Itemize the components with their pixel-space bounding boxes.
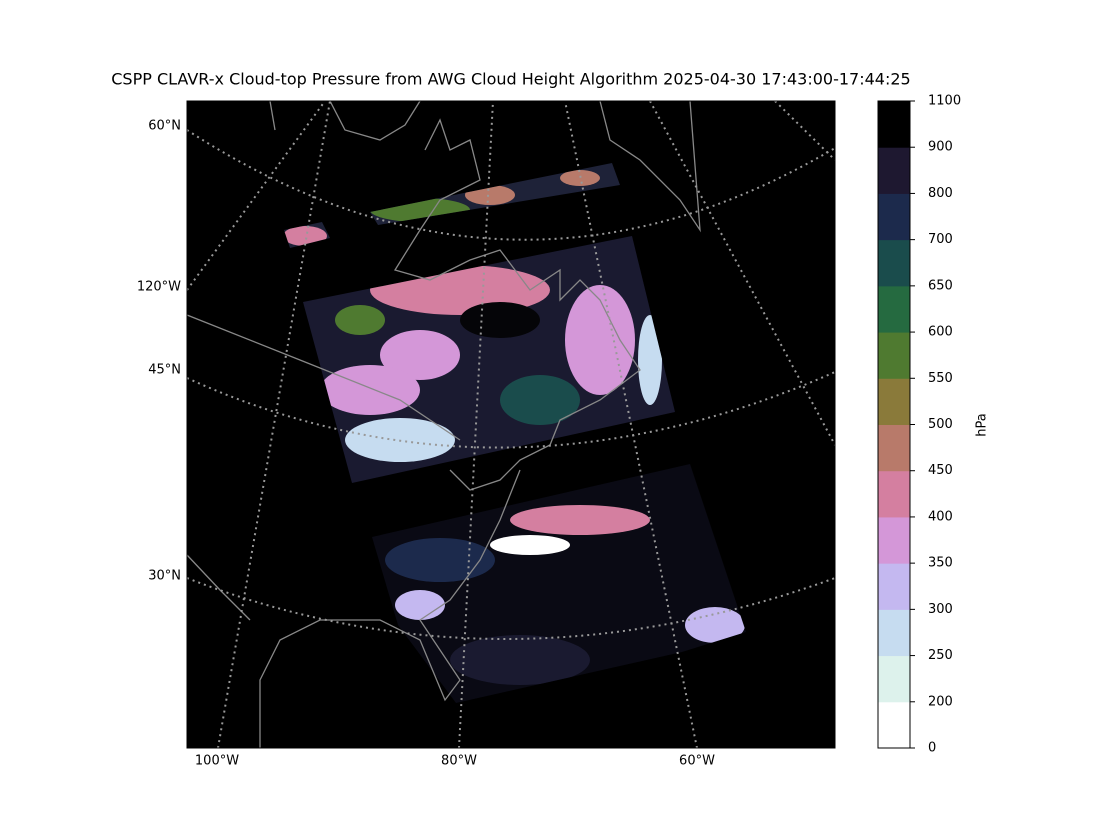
lat-label: 30°N bbox=[148, 569, 181, 584]
colorbar-band bbox=[878, 516, 910, 564]
map-feature bbox=[638, 315, 662, 405]
colorbar-band bbox=[878, 563, 910, 610]
colorbar-band bbox=[878, 655, 910, 703]
colorbar-band bbox=[878, 193, 910, 241]
map-feature bbox=[490, 535, 570, 555]
colorbar-tick-label: 1100 bbox=[928, 94, 961, 109]
colorbar-tick-label: 350 bbox=[928, 556, 953, 571]
lat-label: 45°N bbox=[148, 363, 181, 378]
colorbar-band bbox=[878, 332, 910, 379]
map-feature bbox=[510, 505, 650, 535]
colorbar-tick-label: 300 bbox=[928, 602, 953, 617]
colorbar-tick-label: 0 bbox=[928, 741, 936, 756]
map-feature bbox=[335, 305, 385, 335]
lon-label: 100°W bbox=[195, 754, 239, 769]
map-frame bbox=[186, 100, 836, 749]
coastline bbox=[187, 101, 701, 748]
colorbar-band bbox=[878, 239, 910, 287]
colorbar-tick-label: 400 bbox=[928, 509, 953, 524]
colorbar-band bbox=[878, 424, 910, 472]
colorbar-band bbox=[878, 609, 910, 657]
colorbar-tick-label: 200 bbox=[928, 694, 953, 709]
colorbar-tick-label: 250 bbox=[928, 648, 953, 663]
lat-label: 60°N bbox=[148, 119, 181, 134]
colorbar-tick-label: 700 bbox=[928, 232, 953, 247]
colorbar-tick-label: 650 bbox=[928, 278, 953, 293]
graticule bbox=[564, 101, 698, 748]
lon-label: 80°W bbox=[441, 754, 477, 769]
map-feature bbox=[320, 365, 420, 415]
map-feature bbox=[395, 590, 445, 620]
colorbar: 0 200 250 300 350 400 450 500 550 600 650 700 800 900… bbox=[877, 94, 961, 756]
map bbox=[187, 101, 835, 748]
map-feature bbox=[565, 285, 635, 395]
colorbar-band bbox=[878, 101, 910, 148]
colorbar-label: hPa bbox=[975, 413, 990, 436]
map-feature bbox=[685, 607, 745, 643]
graticule bbox=[649, 101, 835, 446]
colorbar-tick-label: 900 bbox=[928, 140, 953, 155]
colorbar-band bbox=[878, 378, 910, 425]
graticule bbox=[217, 101, 331, 748]
colorbar-tick-label: 550 bbox=[928, 371, 953, 386]
colorbar-tick-label: 500 bbox=[928, 417, 953, 432]
graticule bbox=[774, 101, 835, 161]
colorbar-band bbox=[878, 470, 910, 518]
title: CSPP CLAVR-x Cloud-top Pressure from AWG… bbox=[111, 70, 910, 89]
lon-label: 60°W bbox=[679, 754, 715, 769]
map-feature bbox=[560, 170, 600, 186]
colorbar-tick-label: 600 bbox=[928, 325, 953, 340]
map-feature bbox=[460, 302, 540, 338]
colorbar-band bbox=[878, 147, 910, 194]
colorbar-band bbox=[878, 701, 910, 749]
map-feature bbox=[284, 226, 327, 246]
map-feature bbox=[385, 538, 495, 582]
colorbar-tick-label: 800 bbox=[928, 186, 953, 201]
map-feature bbox=[500, 375, 580, 425]
colorbar-tick-label: 450 bbox=[928, 463, 953, 478]
map-feature bbox=[450, 635, 590, 685]
colorbar-band bbox=[878, 285, 910, 333]
map-feature bbox=[380, 330, 460, 380]
lon-label: 120°W bbox=[137, 280, 181, 295]
